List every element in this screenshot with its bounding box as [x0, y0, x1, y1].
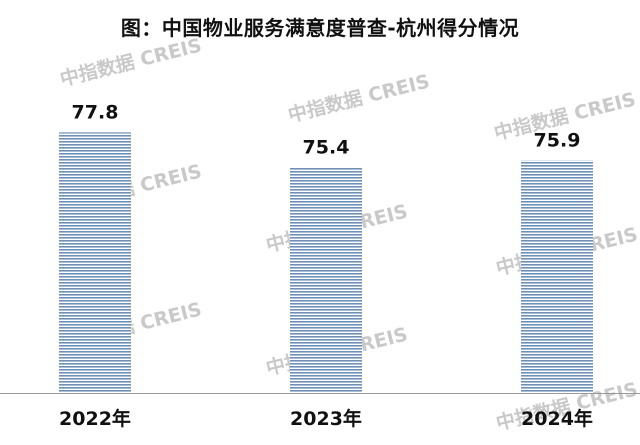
- data-label: 77.8: [72, 101, 119, 123]
- data-label: 75.9: [534, 129, 581, 151]
- chart-title: 图：中国物业服务满意度普查-杭州得分情况: [120, 16, 520, 40]
- bar-2024: [521, 160, 593, 393]
- data-label: 75.4: [303, 137, 350, 159]
- bar-2023: [290, 167, 362, 393]
- x-tick-label: 2024年: [521, 407, 593, 430]
- x-tick-label: 2022年: [59, 407, 131, 430]
- watermark-text: 中指数据 CREIS: [58, 33, 204, 90]
- x-tick-label: 2023年: [290, 407, 362, 430]
- bar-2022: [59, 132, 131, 393]
- watermark-text: 中指数据 CREIS: [286, 69, 432, 126]
